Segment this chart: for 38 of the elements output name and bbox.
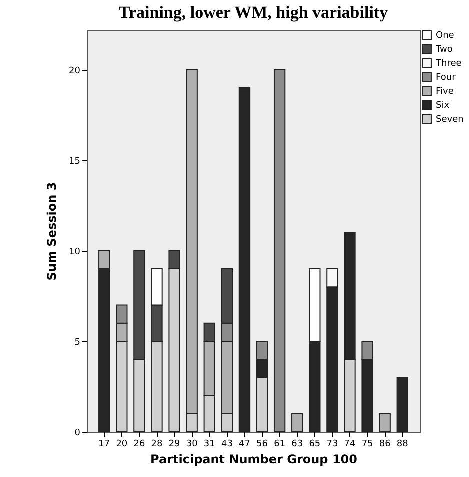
x-tick-label: 61 xyxy=(274,440,286,450)
x-tick-label: 31 xyxy=(204,440,216,450)
chart-title: Training, lower WM, high variability xyxy=(118,3,389,22)
x-tick-label: 29 xyxy=(168,440,181,450)
x-tick-label: 63 xyxy=(292,440,304,450)
x-tick-label: 47 xyxy=(239,440,250,450)
x-tick-label: 73 xyxy=(326,440,338,450)
bar xyxy=(292,413,304,432)
y-tick-label: 0 xyxy=(74,428,81,438)
legend-label: Five xyxy=(436,87,454,97)
y-axis-title: Sum Session 3 xyxy=(45,182,60,281)
x-tick-label: 86 xyxy=(379,440,392,450)
x-tick-label: 65 xyxy=(309,440,321,450)
legend-label: Seven xyxy=(436,115,464,125)
y-tick-label: 15 xyxy=(69,156,80,167)
bar xyxy=(274,69,286,432)
x-tick-label: 56 xyxy=(256,440,268,450)
x-tick-label: 43 xyxy=(221,440,233,450)
x-tick-label: 26 xyxy=(134,440,146,450)
x-axis-title: Participant Number Group 100 xyxy=(150,452,358,466)
x-tick-label: 75 xyxy=(362,440,374,450)
x-tick-label: 74 xyxy=(344,440,356,450)
bar xyxy=(396,377,408,432)
x-tick-label: 88 xyxy=(396,440,409,450)
x-tick-label: 17 xyxy=(98,440,110,450)
x-tick-label: 30 xyxy=(186,440,198,450)
y-tick-label: 10 xyxy=(69,247,81,258)
x-tick-label: 20 xyxy=(116,440,128,450)
legend-label: One xyxy=(436,31,455,41)
bar xyxy=(379,413,391,432)
legend-label: Four xyxy=(436,73,456,83)
bar xyxy=(238,87,251,432)
legend-label: Three xyxy=(435,59,462,69)
legend-label: Six xyxy=(436,101,450,111)
legend-label: Two xyxy=(435,45,454,55)
x-tick-label: 28 xyxy=(151,440,164,450)
y-tick-label: 5 xyxy=(74,338,80,348)
y-tick-label: 20 xyxy=(69,66,81,76)
